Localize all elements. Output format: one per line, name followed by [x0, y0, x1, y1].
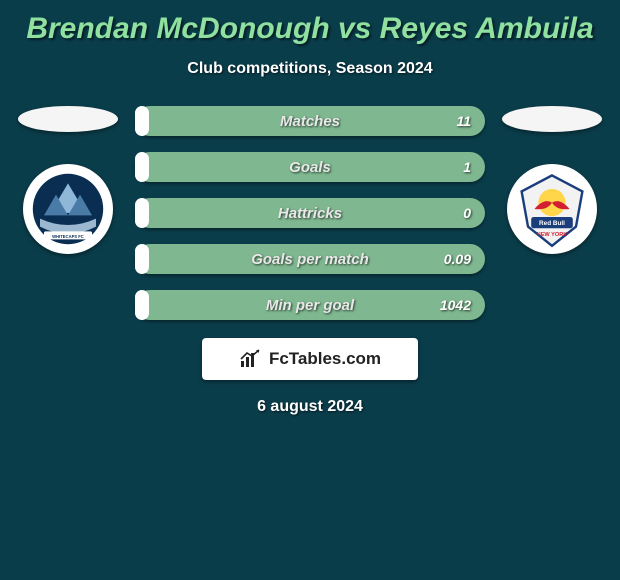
- stat-value: 1042: [440, 290, 471, 320]
- stat-row: Hattricks0: [135, 198, 485, 228]
- comparison-panel: WHITECAPS FC Matches11 Goals1 Hattricks0 Go…: [0, 106, 620, 320]
- stat-label: Goals: [135, 152, 485, 182]
- stats-column: Matches11 Goals1 Hattricks0 Goals per match…: [135, 106, 485, 320]
- right-club-badge: Red Bull NEW YORK: [507, 164, 597, 254]
- page-title: Brendan McDonough vs Reyes Ambuila: [0, 0, 620, 46]
- stat-row: Goals1: [135, 152, 485, 182]
- stat-row: Min per goal1042: [135, 290, 485, 320]
- stat-row: Matches11: [135, 106, 485, 136]
- whitecaps-icon: WHITECAPS FC: [28, 169, 108, 249]
- brand-badge[interactable]: FcTables.com: [202, 338, 418, 380]
- stat-row: Goals per match0.09: [135, 244, 485, 274]
- brand-label: FcTables.com: [269, 349, 381, 369]
- stat-value: 1: [463, 152, 471, 182]
- date-label: 6 august 2024: [0, 398, 620, 416]
- left-club-badge: WHITECAPS FC: [23, 164, 113, 254]
- stat-label: Hattricks: [135, 198, 485, 228]
- stat-label: Min per goal: [135, 290, 485, 320]
- svg-text:Red Bull: Red Bull: [539, 220, 565, 227]
- svg-text:NEW YORK: NEW YORK: [537, 232, 568, 238]
- stat-label: Matches: [135, 106, 485, 136]
- left-player-col: WHITECAPS FC: [13, 106, 123, 254]
- chart-icon: [239, 349, 263, 369]
- stat-value: 0: [463, 198, 471, 228]
- stat-value: 0.09: [444, 244, 471, 274]
- right-flag-icon: [502, 106, 602, 132]
- svg-text:WHITECAPS FC: WHITECAPS FC: [52, 234, 84, 239]
- stat-value: 11: [456, 106, 471, 136]
- red-bulls-icon: Red Bull NEW YORK: [512, 169, 592, 249]
- right-player-col: Red Bull NEW YORK: [497, 106, 607, 254]
- left-flag-icon: [18, 106, 118, 132]
- stat-label: Goals per match: [135, 244, 485, 274]
- subtitle: Club competitions, Season 2024: [0, 60, 620, 78]
